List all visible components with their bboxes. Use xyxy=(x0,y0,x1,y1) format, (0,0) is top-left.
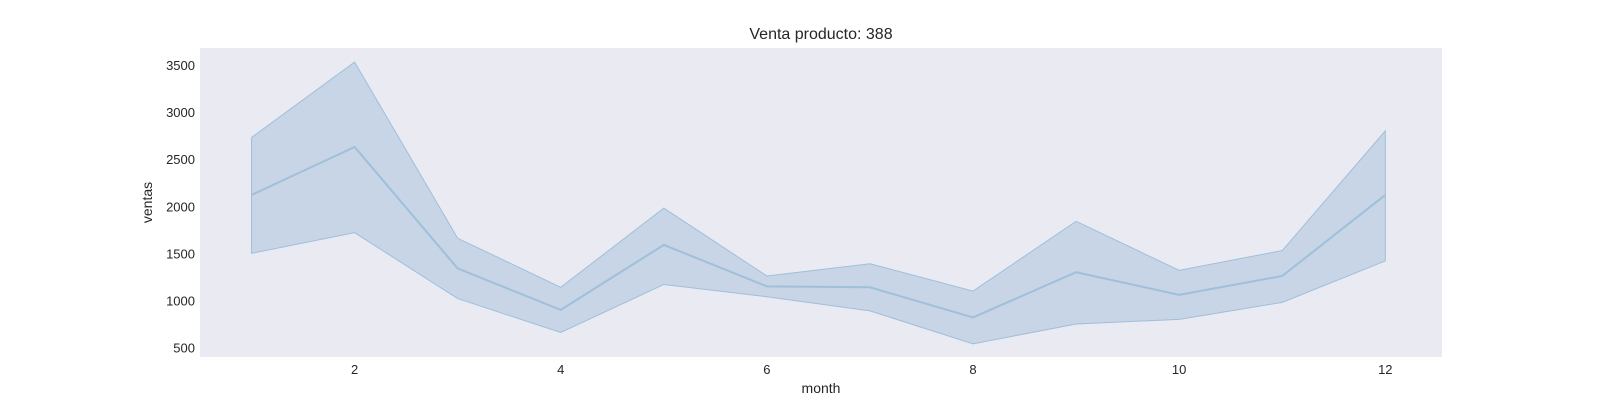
confidence-band xyxy=(251,61,1386,345)
y-axis-label: ventas xyxy=(139,182,155,223)
y-tick-label: 2000 xyxy=(166,199,195,214)
y-axis-ticks: 500 1000 1500 2000 2500 3000 3500 xyxy=(166,58,195,356)
y-tick-label: 2500 xyxy=(166,152,195,167)
x-tick-label: 8 xyxy=(969,362,976,377)
y-tick-label: 3000 xyxy=(166,105,195,120)
series-line-layer xyxy=(251,145,1386,319)
y-tick-label: 500 xyxy=(173,341,195,356)
y-tick-label: 3500 xyxy=(166,58,195,73)
x-tick-label: 12 xyxy=(1378,362,1392,377)
x-axis-ticks: 2 4 6 8 10 12 xyxy=(351,362,1393,377)
confidence-band-layer xyxy=(251,61,1386,345)
x-tick-label: 6 xyxy=(763,362,770,377)
x-tick-label: 10 xyxy=(1172,362,1186,377)
x-tick-label: 2 xyxy=(351,362,358,377)
chart-title: Venta producto: 388 xyxy=(749,26,892,43)
y-tick-label: 1000 xyxy=(166,293,195,308)
y-tick-label: 1500 xyxy=(166,246,195,261)
x-tick-label: 4 xyxy=(557,362,564,377)
series-line xyxy=(251,145,1386,319)
x-axis-label: month xyxy=(802,380,841,396)
